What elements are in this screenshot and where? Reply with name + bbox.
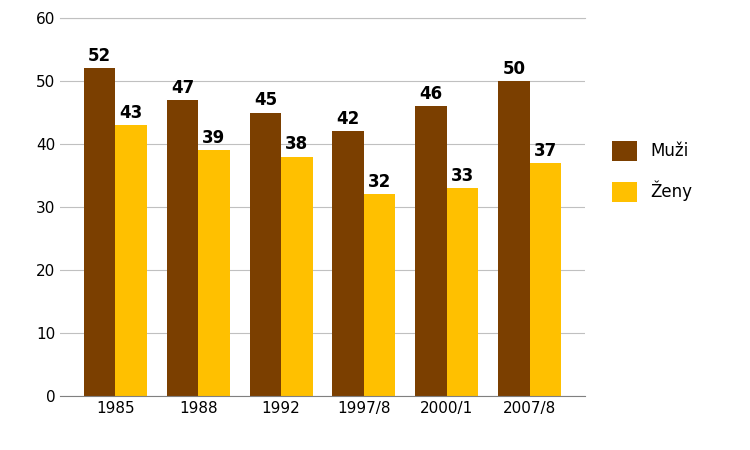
Bar — [250, 112, 281, 396]
Text: 33: 33 — [451, 167, 474, 185]
Text: 45: 45 — [254, 91, 277, 109]
Text: 42: 42 — [337, 110, 360, 128]
Text: 46: 46 — [419, 85, 442, 103]
Text: 37: 37 — [534, 142, 557, 160]
Bar — [530, 163, 561, 396]
Bar — [166, 100, 198, 396]
Bar — [364, 194, 395, 396]
Bar — [416, 106, 447, 396]
Text: 38: 38 — [285, 135, 308, 153]
Bar — [498, 81, 530, 396]
Text: 52: 52 — [88, 47, 111, 65]
Bar — [198, 150, 230, 396]
Text: 32: 32 — [368, 173, 392, 191]
Bar — [281, 157, 313, 396]
Text: 39: 39 — [202, 129, 226, 147]
Text: 47: 47 — [171, 79, 194, 97]
Text: 50: 50 — [503, 60, 526, 78]
Bar — [116, 125, 147, 396]
Bar — [447, 188, 478, 396]
Text: 43: 43 — [119, 104, 142, 122]
Bar — [84, 68, 116, 396]
Bar — [332, 131, 364, 396]
Legend: Muži, Ženy: Muži, Ženy — [604, 132, 700, 210]
